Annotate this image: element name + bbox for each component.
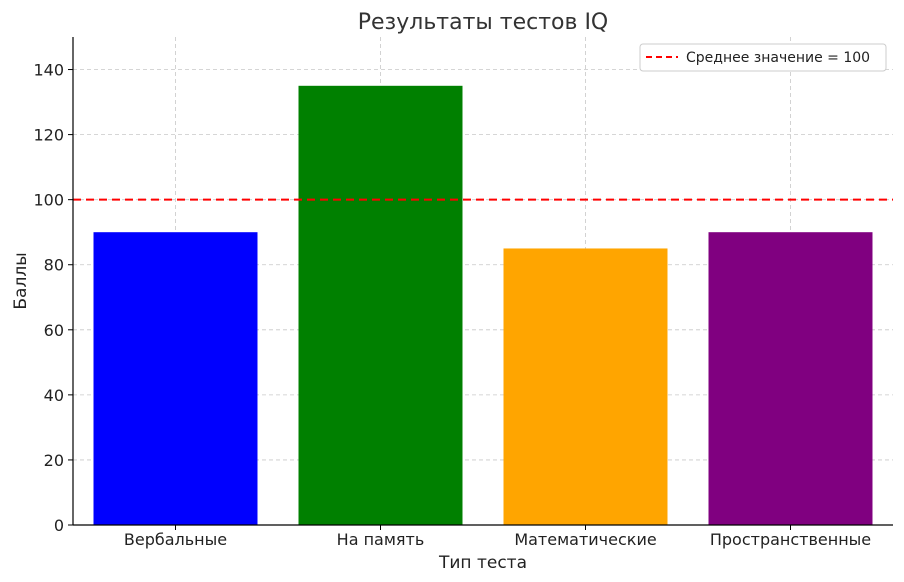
y-tick-label: 140 (33, 61, 64, 80)
x-tick-label: Математические (514, 530, 656, 549)
x-axis-ticks: Вербальные На память Математические Простра… (124, 525, 871, 549)
y-tick-label: 40 (44, 386, 64, 405)
y-tick-label: 0 (54, 516, 64, 535)
legend-label-reference-line: Среднее значение = 100 (686, 50, 870, 66)
y-tick-label: 120 (33, 126, 64, 145)
x-tick-label: Пространственные (710, 530, 871, 549)
y-tick-label: 80 (44, 256, 64, 275)
legend-box (639, 43, 887, 72)
y-axis-ticks: 0 20 40 60 80 100 120 140 (33, 61, 73, 535)
legend: Среднее значение = 100 (639, 43, 887, 72)
bar (708, 232, 873, 525)
bar (298, 85, 463, 526)
y-tick-label: 20 (44, 451, 64, 470)
x-axis-label: Тип теста (438, 553, 527, 573)
bar (503, 248, 668, 525)
x-tick-label: На память (337, 530, 425, 549)
y-tick-label: 60 (44, 321, 64, 340)
y-axis-label: Баллы (11, 252, 31, 309)
x-tick-label: Вербальные (124, 530, 227, 549)
chart-title: Результаты тестов IQ (358, 10, 609, 35)
bar (93, 232, 258, 525)
bars (93, 85, 873, 526)
y-tick-label: 100 (33, 191, 64, 210)
axes (72, 37, 893, 526)
